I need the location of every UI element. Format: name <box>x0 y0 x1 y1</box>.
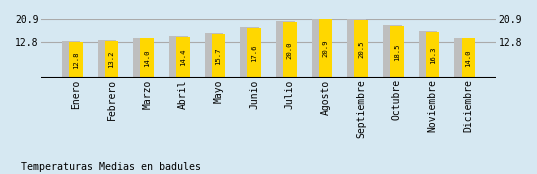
Text: 16.3: 16.3 <box>430 46 436 64</box>
Bar <box>390 26 404 78</box>
Bar <box>311 18 330 78</box>
Bar <box>212 34 226 78</box>
Bar <box>454 38 473 78</box>
Text: 17.6: 17.6 <box>251 44 257 62</box>
Text: 13.2: 13.2 <box>108 51 114 68</box>
Text: 20.0: 20.0 <box>287 41 293 58</box>
Bar <box>461 38 475 78</box>
Bar <box>133 38 152 78</box>
Text: 12.8: 12.8 <box>73 51 79 69</box>
Text: 20.5: 20.5 <box>358 40 364 58</box>
Bar <box>276 21 294 78</box>
Bar <box>69 42 83 78</box>
Bar <box>354 20 368 78</box>
Bar <box>140 38 154 78</box>
Text: 20.9: 20.9 <box>323 40 329 57</box>
Bar <box>205 33 223 78</box>
Text: 15.7: 15.7 <box>215 47 222 65</box>
Text: 14.0: 14.0 <box>144 49 150 67</box>
Bar <box>383 25 402 78</box>
Bar <box>248 28 261 78</box>
Text: 18.5: 18.5 <box>394 43 400 61</box>
Bar <box>176 37 190 78</box>
Bar <box>319 19 332 78</box>
Bar <box>241 27 259 78</box>
Bar <box>169 37 187 78</box>
Bar <box>419 31 437 78</box>
Bar <box>62 41 81 78</box>
Bar <box>283 22 296 78</box>
Text: Temperaturas Medias en badules: Temperaturas Medias en badules <box>21 162 201 172</box>
Bar <box>105 41 118 78</box>
Text: 14.4: 14.4 <box>180 49 186 66</box>
Bar <box>426 32 439 78</box>
Bar <box>98 40 116 78</box>
Bar <box>347 19 366 78</box>
Text: 14.0: 14.0 <box>465 49 471 67</box>
